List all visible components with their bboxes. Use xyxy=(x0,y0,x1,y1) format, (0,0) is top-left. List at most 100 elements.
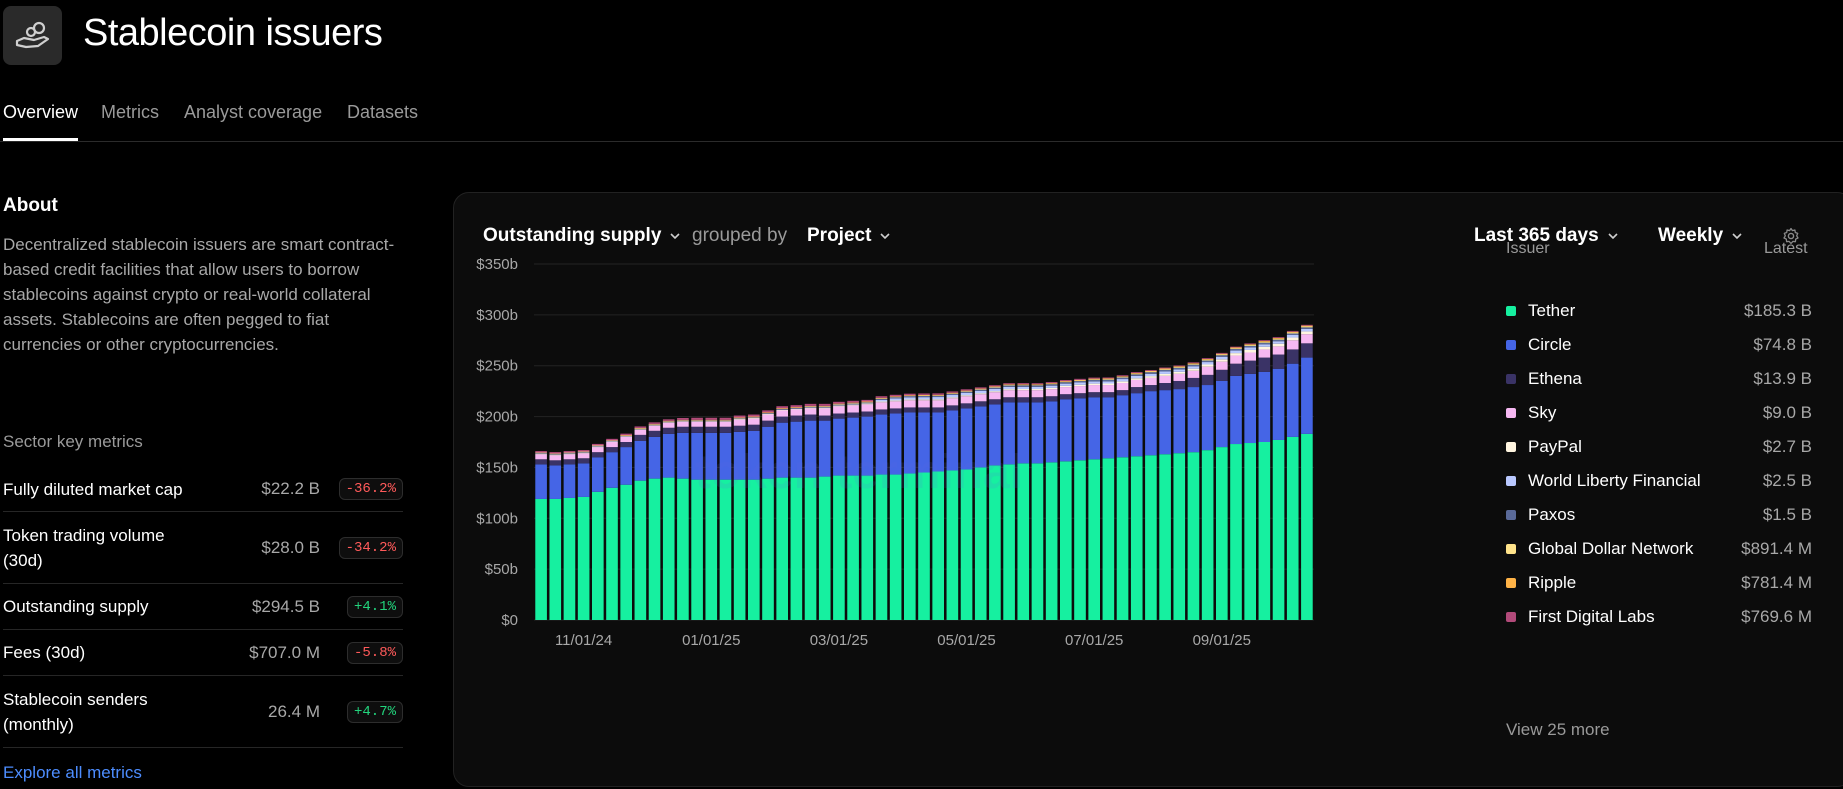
bar-stack[interactable] xyxy=(748,414,760,620)
bar-stack[interactable] xyxy=(1031,383,1044,620)
bar-stack[interactable] xyxy=(1045,382,1058,620)
bar-stack[interactable] xyxy=(705,417,718,620)
legend-item[interactable]: Global Dollar Network $891.4 M xyxy=(1506,534,1812,564)
metric-row-fees[interactable]: Fees (30d) $707.0 M -5.8% xyxy=(3,630,403,676)
bar-stack[interactable] xyxy=(1258,340,1271,620)
range-dropdown[interactable]: Last 365 days xyxy=(1474,225,1619,247)
bar-segment xyxy=(1244,345,1256,348)
bar-stack[interactable] xyxy=(1003,383,1015,620)
bar-stack[interactable] xyxy=(1159,367,1171,620)
bar-stack[interactable] xyxy=(1173,365,1186,620)
interval-dropdown-label: Weekly xyxy=(1658,225,1724,246)
bar-segment xyxy=(535,451,547,453)
legend-item[interactable]: Ripple $781.4 M xyxy=(1506,568,1812,598)
y-tick-label: $200b xyxy=(476,409,518,426)
group-dropdown[interactable]: Project xyxy=(807,225,891,247)
bar-segment xyxy=(1130,375,1143,379)
bar-stack[interactable] xyxy=(1201,358,1214,620)
bar-stack[interactable] xyxy=(1145,369,1157,620)
bar-stack[interactable] xyxy=(889,394,902,620)
bar-stack[interactable] xyxy=(1102,377,1115,620)
tab-overview[interactable]: Overview xyxy=(3,98,79,141)
bar-stack[interactable] xyxy=(1116,375,1129,620)
bar-segment xyxy=(1017,383,1030,385)
bar-stack[interactable] xyxy=(662,419,675,620)
bar-stack[interactable] xyxy=(1088,377,1100,620)
bar-segment xyxy=(1130,373,1143,374)
metric-row-trading-volume[interactable]: Token trading volume (30d) $28.0 B -34.2… xyxy=(3,512,403,584)
bar-stack[interactable] xyxy=(918,393,930,620)
metric-row-fdv[interactable]: Fully diluted market cap $22.2 B -36.2% xyxy=(3,467,403,512)
bar-stack[interactable] xyxy=(606,438,618,620)
legend-item[interactable]: Paxos $1.5 B xyxy=(1506,500,1812,530)
bar-segment xyxy=(1017,386,1030,390)
bar-stack[interactable] xyxy=(563,451,576,620)
bar-stack[interactable] xyxy=(549,452,562,620)
bar-stack[interactable] xyxy=(1286,330,1299,620)
bar-stack[interactable] xyxy=(648,422,661,620)
bar-stack[interactable] xyxy=(946,391,959,620)
bar-stack[interactable] xyxy=(634,426,647,620)
bar-segment xyxy=(989,392,1001,400)
bar-stack[interactable] xyxy=(833,401,845,620)
bar-segment xyxy=(804,414,817,421)
interval-dropdown[interactable]: Weekly xyxy=(1658,225,1743,247)
bar-stack[interactable] xyxy=(577,450,590,620)
legend-item[interactable]: Circle $74.8 B xyxy=(1506,330,1812,360)
bar-stack[interactable] xyxy=(1074,378,1086,620)
legend-item[interactable]: World Liberty Financial $2.5 B xyxy=(1506,466,1812,496)
bar-stack[interactable] xyxy=(1187,362,1200,620)
legend-item[interactable]: Tether $185.3 B xyxy=(1506,296,1812,326)
bar-stack[interactable] xyxy=(733,415,746,620)
tab-metrics[interactable]: Metrics xyxy=(101,102,159,122)
bar-stack[interactable] xyxy=(719,417,732,620)
bar-stack[interactable] xyxy=(875,396,888,620)
explore-all-metrics-link[interactable]: Explore all metrics xyxy=(3,763,142,782)
bar-segment xyxy=(946,410,959,471)
bar-stack[interactable] xyxy=(904,393,916,620)
bar-segment xyxy=(1116,381,1129,384)
bar-segment xyxy=(691,420,703,422)
legend-item[interactable]: PayPal $2.7 B xyxy=(1506,432,1812,462)
tab-analyst-coverage[interactable]: Analyst coverage xyxy=(184,102,323,122)
legend-item[interactable]: Ethena $13.9 B xyxy=(1506,364,1812,394)
bar-stack[interactable] xyxy=(677,418,689,620)
bar-segment xyxy=(1060,380,1072,382)
bar-stack[interactable] xyxy=(762,410,774,620)
bar-segment xyxy=(1216,354,1228,356)
metric-row-stablecoin-senders[interactable]: Stablecoin senders (monthly) 26.4 M +4.7… xyxy=(3,676,403,748)
bar-stack[interactable] xyxy=(1216,352,1228,620)
bar-stack[interactable] xyxy=(776,406,788,620)
legend-item[interactable]: Sky $9.0 B xyxy=(1506,398,1812,428)
bar-stack[interactable] xyxy=(1272,337,1285,620)
bar-stack[interactable] xyxy=(847,400,859,620)
bar-stack[interactable] xyxy=(790,405,803,620)
bar-stack[interactable] xyxy=(1130,372,1143,620)
bar-stack[interactable] xyxy=(1230,346,1242,620)
bar-stack[interactable] xyxy=(691,417,703,620)
bar-stack[interactable] xyxy=(932,393,944,620)
metric-row-outstanding-supply[interactable]: Outstanding supply $294.5 B +4.1% xyxy=(3,584,403,630)
bar-segment xyxy=(662,422,675,428)
bar-stack[interactable] xyxy=(1301,324,1313,620)
chart-settings-button[interactable] xyxy=(1782,227,1800,245)
view-more-link[interactable]: View 25 more xyxy=(1506,720,1610,739)
bar-stack[interactable] xyxy=(974,387,987,620)
bar-stack[interactable] xyxy=(989,385,1001,620)
bar-stack[interactable] xyxy=(960,389,973,620)
bar-stack[interactable] xyxy=(620,433,632,620)
legend-item[interactable]: First Digital Labs $769.6 M xyxy=(1506,602,1812,632)
stacked-bar-chart[interactable]: token terminal $0 $50b $100b $150b $200b $250… xyxy=(454,193,1843,787)
tab-datasets[interactable]: Datasets xyxy=(347,102,419,122)
bar-stack[interactable] xyxy=(1060,380,1072,620)
bar-segment xyxy=(762,426,774,479)
bar-stack[interactable] xyxy=(592,443,604,620)
bar-stack[interactable] xyxy=(1244,343,1256,620)
bar-stack[interactable] xyxy=(861,399,874,620)
bar-stack[interactable] xyxy=(818,403,831,620)
metric-dropdown[interactable]: Outstanding supply xyxy=(483,225,681,247)
bar-stack[interactable] xyxy=(1017,383,1030,620)
bar-stack[interactable] xyxy=(804,403,817,620)
bar-stack[interactable] xyxy=(535,451,547,620)
bar-segment xyxy=(1145,385,1157,392)
